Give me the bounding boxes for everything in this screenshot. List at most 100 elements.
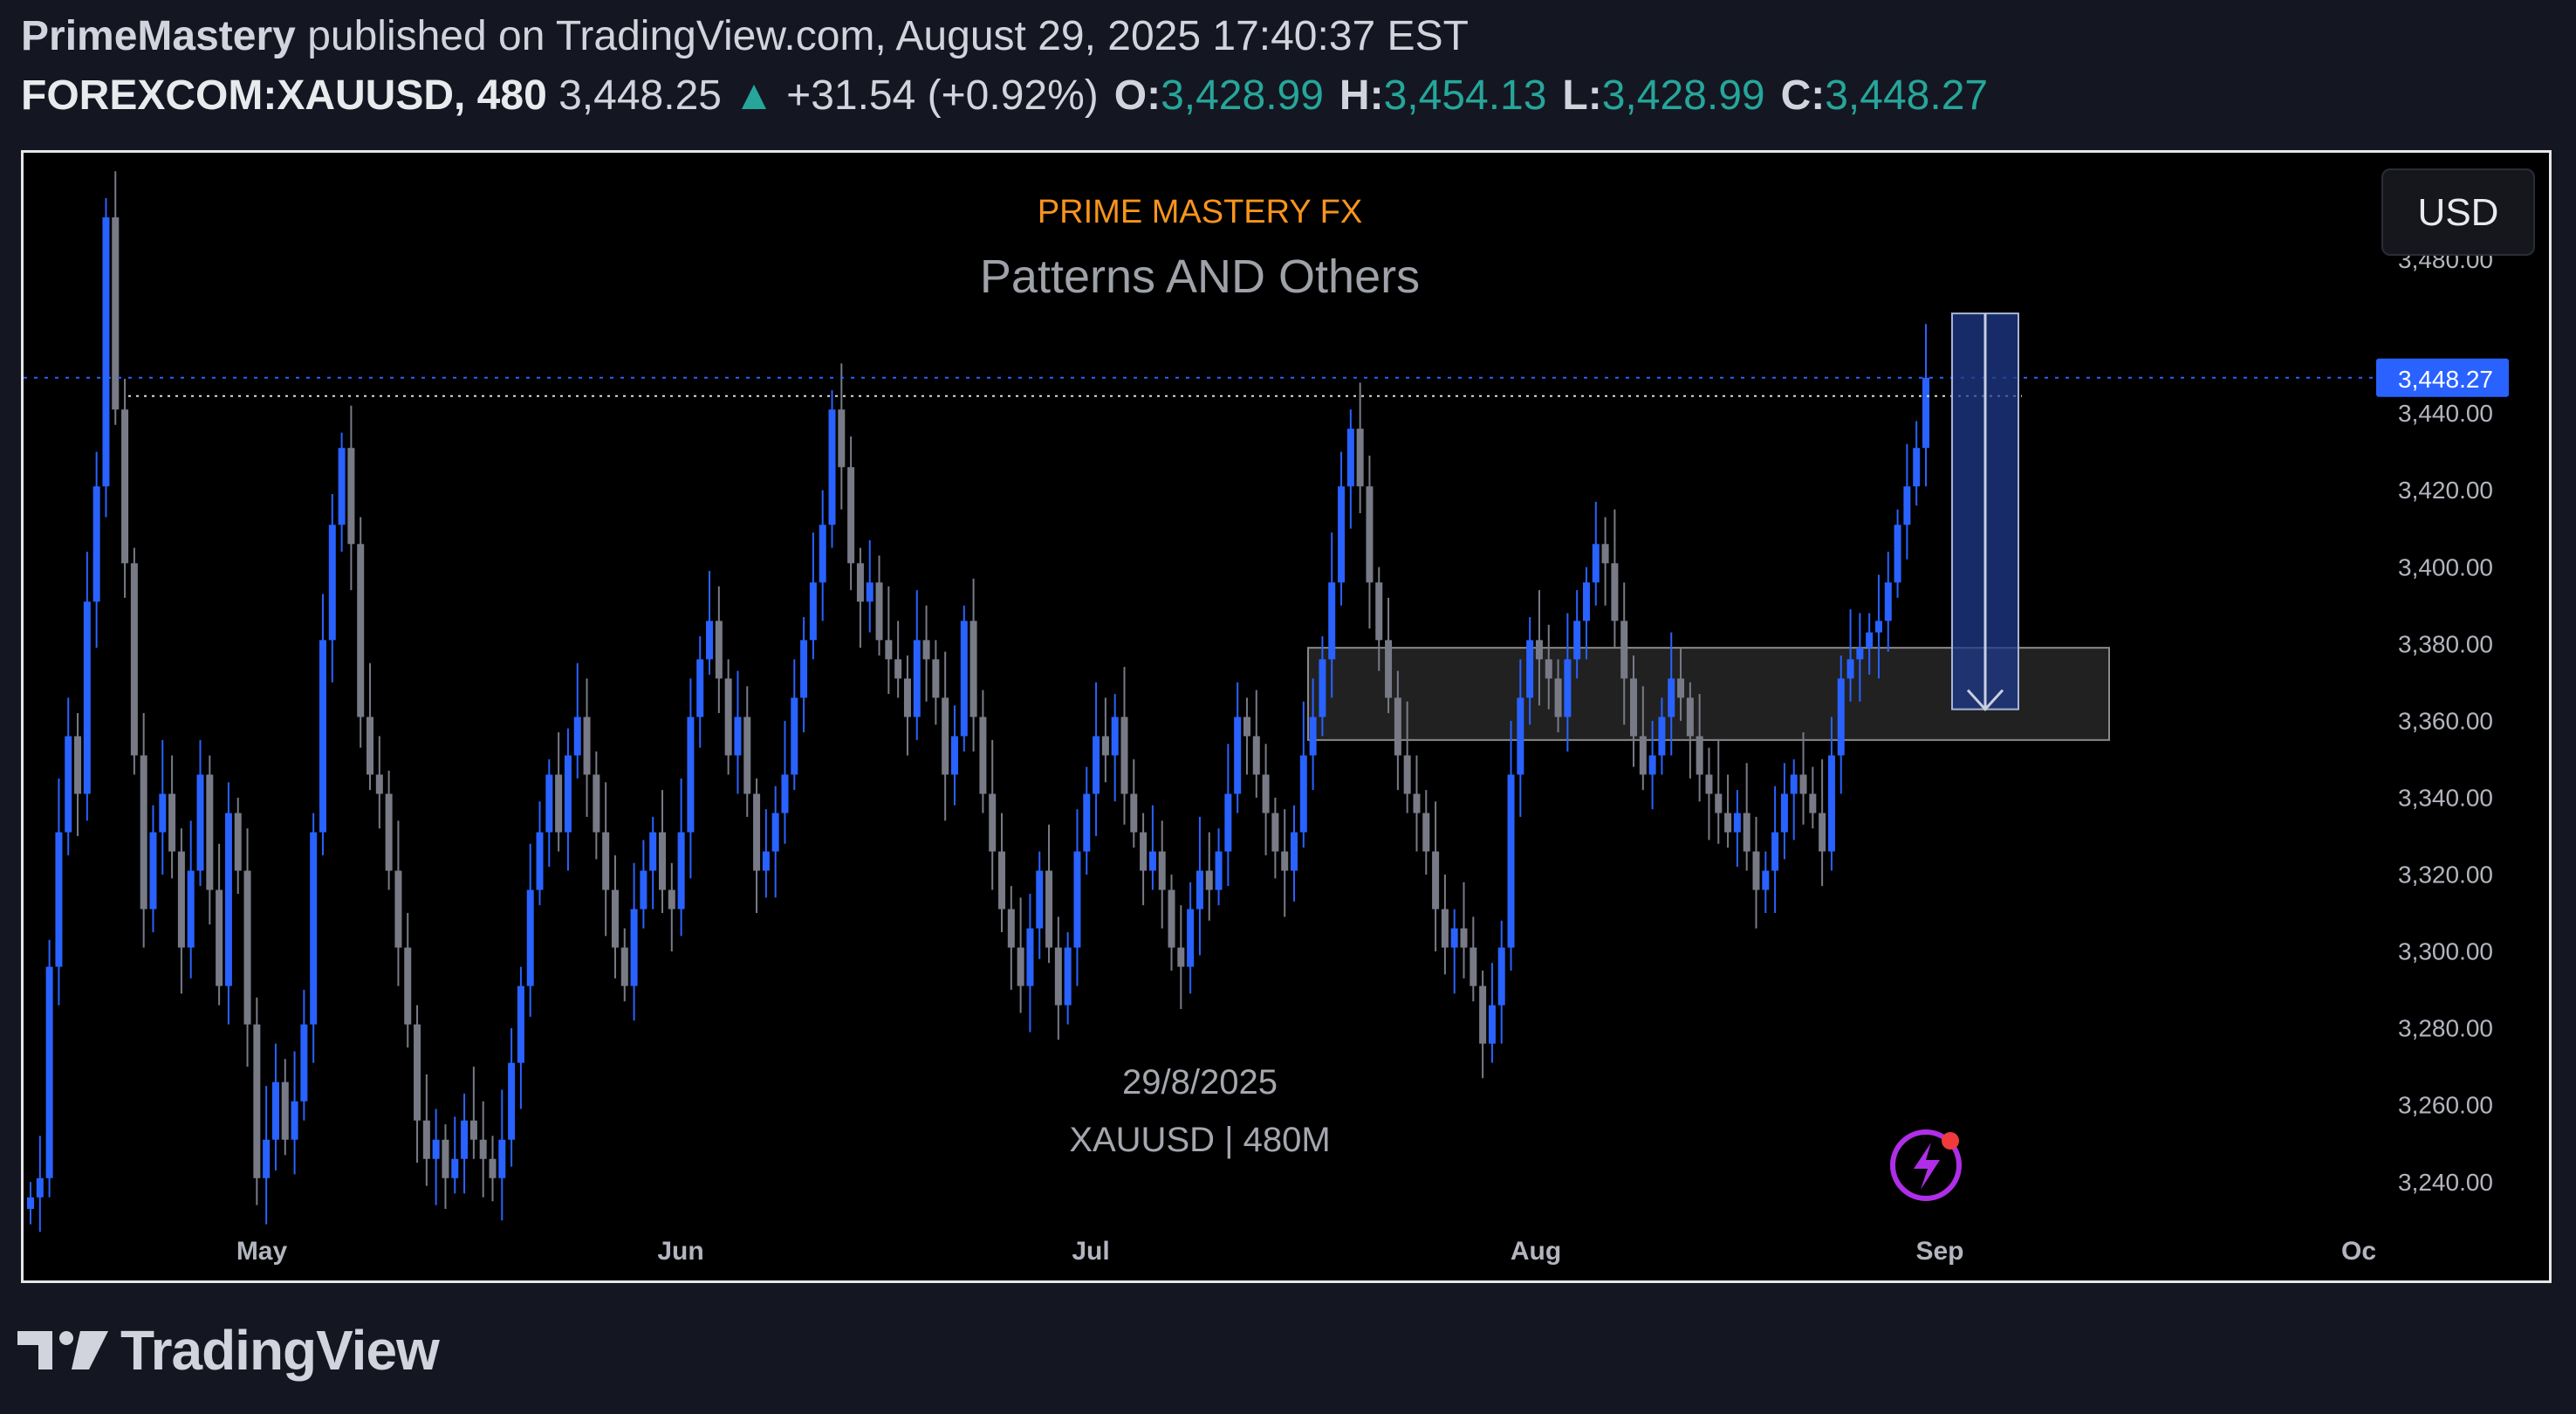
candle-body <box>1328 582 1336 660</box>
candle-body <box>1488 1005 1496 1044</box>
candle-body <box>1252 736 1260 775</box>
candle-body <box>1497 947 1505 1006</box>
candle-body <box>800 640 808 698</box>
candle-body <box>404 947 412 1025</box>
candle-body <box>1140 832 1148 871</box>
y-tick-label: 3,340.00 <box>2398 784 2493 811</box>
candle-body <box>1338 486 1346 583</box>
candle-body <box>1837 678 1845 756</box>
candle-body <box>1111 717 1119 756</box>
candle-body <box>517 985 524 1063</box>
candle-body <box>159 793 167 833</box>
candle-body <box>375 774 383 794</box>
candle-body <box>1856 648 1864 660</box>
candle-body <box>620 947 628 986</box>
candle-body <box>469 1120 477 1140</box>
candle-body <box>1564 659 1572 717</box>
candle-body <box>1470 947 1477 986</box>
candle-body <box>1130 793 1138 833</box>
tradingview-logo-icon <box>17 1331 108 1369</box>
low-label: L: <box>1562 72 1602 119</box>
candle-body <box>1460 928 1468 948</box>
candle-body <box>206 774 214 890</box>
candle-body <box>130 563 138 756</box>
candle-body <box>762 851 770 871</box>
candle-body <box>27 1197 34 1209</box>
candle-body <box>753 793 761 871</box>
y-tick-label: 3,260.00 <box>2398 1092 2493 1119</box>
candles-group <box>27 171 1929 1232</box>
candle-body <box>291 1101 298 1140</box>
candle-body <box>885 640 893 660</box>
price-label: 3,448.27 <box>2398 366 2493 393</box>
symbol-info: FOREXCOM:XAUUSD, 480 3,448.25 ▲ +31.54 (… <box>21 72 1988 120</box>
candle-body <box>1366 486 1374 583</box>
candle-body <box>1630 678 1638 737</box>
open-label: O: <box>1113 72 1161 119</box>
candle-body <box>583 717 591 775</box>
y-tick-label: 3,400.00 <box>2398 553 2493 580</box>
candle-body <box>838 409 846 468</box>
candle-body <box>1658 717 1666 756</box>
candle-body <box>828 409 836 525</box>
candle-body <box>1573 621 1581 660</box>
candle-body <box>1158 851 1166 890</box>
candle-body <box>659 832 666 890</box>
candle-body <box>1017 947 1024 986</box>
author-name[interactable]: PrimeMastery <box>21 13 296 59</box>
candle-body <box>1507 774 1515 948</box>
candle-body <box>1120 717 1128 794</box>
candle-body <box>243 870 251 1025</box>
y-tick-label: 3,380.00 <box>2398 630 2493 657</box>
y-tick-label: 3,440.00 <box>2398 400 2493 427</box>
candle-body <box>1177 947 1185 967</box>
candle-body <box>112 217 120 410</box>
candle-body <box>102 217 110 487</box>
candle-body <box>950 736 958 775</box>
candle-body <box>1582 582 1590 621</box>
candle-body <box>847 467 855 564</box>
close-value: 3,448.27 <box>1825 72 1989 119</box>
candle-body <box>498 1139 506 1178</box>
candle-body <box>611 889 619 948</box>
candle-body <box>253 1024 261 1178</box>
candle-body <box>1790 774 1798 794</box>
candle-body <box>177 851 185 948</box>
x-tick-label: Jul <box>1072 1237 1109 1266</box>
candle-body <box>310 832 318 1025</box>
price-chart[interactable]: 3,480.003,440.003,420.003,400.003,380.00… <box>24 153 2549 1280</box>
candle-body <box>1234 717 1242 794</box>
candle-body <box>1356 429 1364 487</box>
candle-body <box>781 774 789 813</box>
candle-body <box>1677 678 1685 698</box>
chart-area[interactable]: 3,480.00 3,440.00 3,420.00 3,400.00 3,380.00… <box>21 150 2552 1283</box>
candle-body <box>743 717 751 794</box>
candle-body <box>1083 793 1091 852</box>
tradingview-brand[interactable]: TradingView <box>17 1318 440 1383</box>
candle-body <box>1705 774 1713 794</box>
symbol-name[interactable]: FOREXCOM:XAUUSD, 480 <box>21 72 547 119</box>
candle-body <box>1319 659 1326 717</box>
up-triangle-icon: ▲ <box>733 72 775 119</box>
y-tick-label: 3,360.00 <box>2398 707 2493 734</box>
alert-icon-dot <box>1942 1132 1959 1150</box>
candle-body <box>347 448 355 545</box>
candle-body <box>168 793 176 852</box>
candle-body <box>1215 851 1223 890</box>
candle-body <box>1874 621 1882 633</box>
y-tick-label: 3,280.00 <box>2398 1015 2493 1042</box>
candle-body <box>1648 755 1656 775</box>
candle-body <box>489 1158 497 1178</box>
currency-button[interactable]: USD <box>2381 168 2535 256</box>
candle-body <box>394 870 402 948</box>
candle-body <box>696 659 704 717</box>
candle-body <box>819 525 826 583</box>
y-tick-label: 3,240.00 <box>2398 1169 2493 1196</box>
candle-body <box>1922 377 1929 449</box>
candle-body <box>1913 448 1921 487</box>
candle-body <box>281 1081 289 1140</box>
candle-body <box>1479 985 1487 1044</box>
candle-body <box>83 601 91 794</box>
price-change: +31.54 (+0.92%) <box>786 72 1099 119</box>
candle-body <box>526 889 534 986</box>
